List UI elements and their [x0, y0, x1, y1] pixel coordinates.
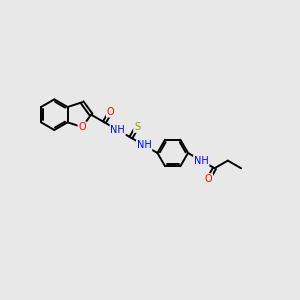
Text: S: S: [134, 122, 140, 132]
Text: NH: NH: [194, 156, 209, 166]
Text: O: O: [78, 122, 86, 132]
Text: NH: NH: [137, 140, 152, 150]
Text: O: O: [107, 107, 114, 117]
Text: O: O: [205, 174, 212, 184]
Text: NH: NH: [110, 125, 125, 135]
